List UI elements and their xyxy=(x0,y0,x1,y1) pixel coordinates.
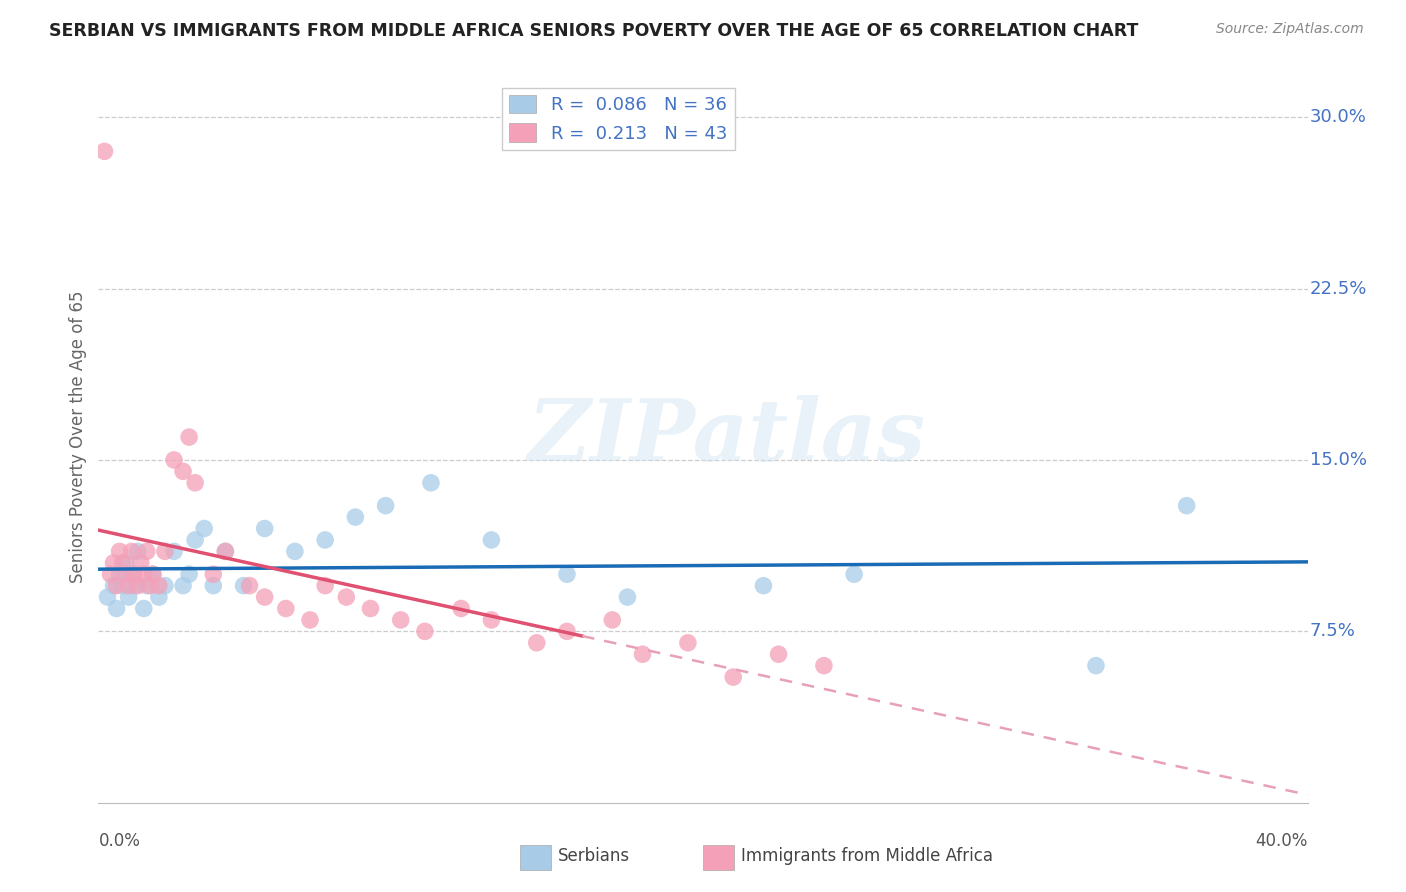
Point xyxy=(214,544,236,558)
Point xyxy=(139,579,162,593)
Point xyxy=(105,601,128,615)
Point xyxy=(360,601,382,615)
Point xyxy=(413,624,436,639)
Point xyxy=(111,579,134,593)
Point xyxy=(555,567,578,582)
Point xyxy=(676,636,699,650)
Point xyxy=(121,544,143,558)
Text: Serbians: Serbians xyxy=(558,847,630,865)
Point xyxy=(768,647,790,661)
Point xyxy=(124,579,146,593)
Legend: R =  0.086   N = 36, R =  0.213   N = 43: R = 0.086 N = 36, R = 0.213 N = 43 xyxy=(502,87,734,150)
Point xyxy=(114,567,136,582)
Point xyxy=(153,579,176,593)
Point xyxy=(253,521,276,535)
Point xyxy=(184,533,207,547)
Point xyxy=(344,510,367,524)
Point xyxy=(135,579,157,593)
Text: 22.5%: 22.5% xyxy=(1310,279,1368,298)
Point xyxy=(1175,499,1198,513)
Point xyxy=(193,521,215,535)
Point xyxy=(105,579,128,593)
Text: 15.0%: 15.0% xyxy=(1310,451,1367,469)
Point xyxy=(481,533,503,547)
Point xyxy=(172,579,194,593)
Point xyxy=(163,453,186,467)
Point xyxy=(481,613,503,627)
Text: SERBIAN VS IMMIGRANTS FROM MIDDLE AFRICA SENIORS POVERTY OVER THE AGE OF 65 CORR: SERBIAN VS IMMIGRANTS FROM MIDDLE AFRICA… xyxy=(49,22,1139,40)
Point xyxy=(202,579,225,593)
Point xyxy=(450,601,472,615)
Point xyxy=(142,567,165,582)
Point xyxy=(389,613,412,627)
Point xyxy=(1085,658,1108,673)
Point xyxy=(172,464,194,478)
Point xyxy=(118,579,141,593)
Point xyxy=(526,636,548,650)
Point xyxy=(148,590,170,604)
Point xyxy=(153,544,176,558)
Point xyxy=(127,544,149,558)
Point xyxy=(132,567,155,582)
Point xyxy=(124,567,146,582)
Point xyxy=(103,556,125,570)
Point xyxy=(844,567,866,582)
Point xyxy=(135,544,157,558)
Point xyxy=(142,567,165,582)
Point xyxy=(299,613,322,627)
Point xyxy=(148,579,170,593)
Y-axis label: Seniors Poverty Over the Age of 65: Seniors Poverty Over the Age of 65 xyxy=(69,291,87,583)
Point xyxy=(132,601,155,615)
Point xyxy=(239,579,262,593)
Point xyxy=(179,430,201,444)
Point xyxy=(752,579,775,593)
Text: 7.5%: 7.5% xyxy=(1310,623,1355,640)
Point xyxy=(253,590,276,604)
Point xyxy=(129,556,152,570)
Point xyxy=(723,670,745,684)
Point xyxy=(314,533,336,547)
Point xyxy=(631,647,654,661)
Point xyxy=(813,658,835,673)
Text: ZIPatlas: ZIPatlas xyxy=(529,395,927,479)
Point xyxy=(127,579,149,593)
Point xyxy=(114,556,136,570)
Point xyxy=(214,544,236,558)
Point xyxy=(93,145,115,159)
Point xyxy=(103,579,125,593)
Point xyxy=(184,475,207,490)
Point xyxy=(118,590,141,604)
Point xyxy=(374,499,396,513)
Text: 40.0%: 40.0% xyxy=(1256,832,1308,850)
Text: 0.0%: 0.0% xyxy=(98,832,141,850)
Point xyxy=(108,567,131,582)
Point xyxy=(555,624,578,639)
Point xyxy=(602,613,624,627)
Point xyxy=(96,590,118,604)
Point xyxy=(179,567,201,582)
Point xyxy=(100,567,122,582)
Point xyxy=(284,544,307,558)
Point xyxy=(335,590,357,604)
Point xyxy=(274,601,297,615)
Point xyxy=(616,590,638,604)
Point xyxy=(232,579,254,593)
Text: Source: ZipAtlas.com: Source: ZipAtlas.com xyxy=(1216,22,1364,37)
Point xyxy=(202,567,225,582)
Point xyxy=(163,544,186,558)
Point xyxy=(314,579,336,593)
Text: Immigrants from Middle Africa: Immigrants from Middle Africa xyxy=(741,847,993,865)
Text: 30.0%: 30.0% xyxy=(1310,108,1367,126)
Point xyxy=(121,567,143,582)
Point xyxy=(108,544,131,558)
Point xyxy=(420,475,443,490)
Point xyxy=(111,556,134,570)
